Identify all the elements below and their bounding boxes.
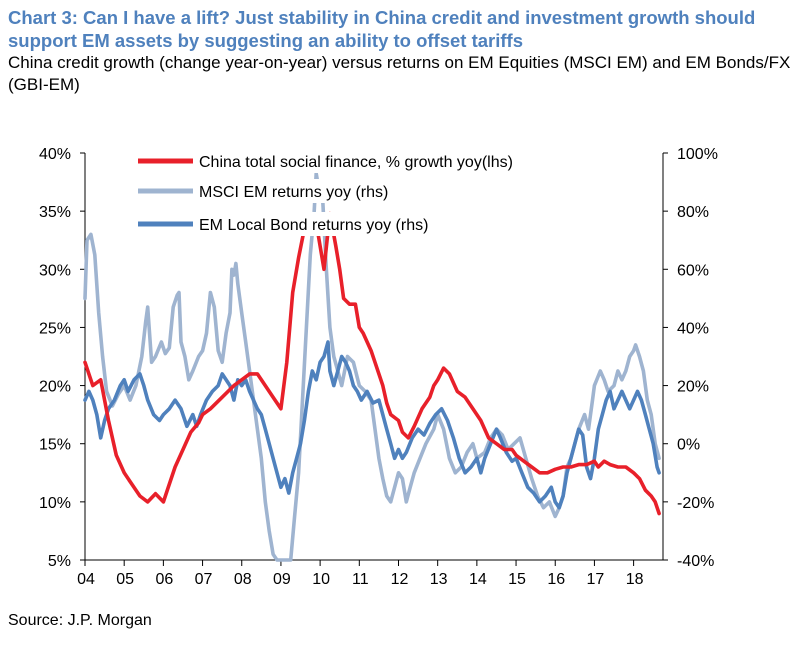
chart-subtitle: China credit growth (change year-on-year… (8, 53, 791, 94)
x-tick-label: 15 (508, 571, 526, 588)
left-tick-label: 35% (39, 204, 71, 221)
right-tick-label: 100% (677, 146, 718, 163)
left-tick-label: 30% (39, 262, 71, 279)
chart-source: Source: J.P. Morgan (8, 612, 152, 629)
x-tick-label: 13 (430, 571, 448, 588)
x-tick-label: 18 (626, 571, 644, 588)
left-tick-label: 10% (39, 495, 71, 512)
chart-title: Chart 3: Can I have a lift? Just stabili… (8, 7, 756, 51)
chart-series (83, 171, 661, 562)
left-tick-label: 25% (39, 320, 71, 337)
x-tick-label: 17 (587, 571, 605, 588)
chart-axes: 5% 10% 15% 20% 25% 30% 35% 40% -40% -20% 0% 20% 40% 6… (39, 146, 718, 588)
x-tick-label: 11 (352, 571, 369, 588)
left-tick-label: 5% (48, 553, 71, 570)
legend-label: China total social finance, % growth yoy… (199, 154, 513, 171)
legend-label: MSCI EM returns yoy (rhs) (199, 184, 388, 201)
right-tick-label: 80% (677, 204, 709, 221)
x-tick-label: 08 (234, 571, 252, 588)
right-tick-label: 60% (677, 262, 709, 279)
right-tick-label: 0% (677, 437, 700, 454)
legend-label: EM Local Bond returns yoy (rhs) (199, 217, 428, 234)
right-tick-label: -20% (677, 495, 714, 512)
chart-legend: China total social finance, % growth yoy… (130, 149, 513, 236)
x-tick-label: 16 (547, 571, 565, 588)
x-tick-label: 10 (312, 571, 330, 588)
x-tick-label: 06 (155, 571, 173, 588)
right-tick-label: 20% (677, 379, 709, 396)
x-tick-label: 12 (391, 571, 409, 588)
right-tick-label: 40% (677, 320, 709, 337)
x-tick-label: 14 (469, 571, 487, 588)
series-line (83, 340, 661, 510)
right-tick-label: -40% (677, 553, 714, 570)
x-tick-label: 04 (77, 571, 95, 588)
left-tick-label: 15% (39, 437, 71, 454)
series-line (83, 211, 661, 516)
left-tick-label: 20% (39, 379, 71, 396)
x-tick-label: 05 (116, 571, 134, 588)
left-tick-label: 40% (39, 146, 71, 163)
x-tick-label: 09 (273, 571, 291, 588)
x-tick-label: 07 (195, 571, 213, 588)
